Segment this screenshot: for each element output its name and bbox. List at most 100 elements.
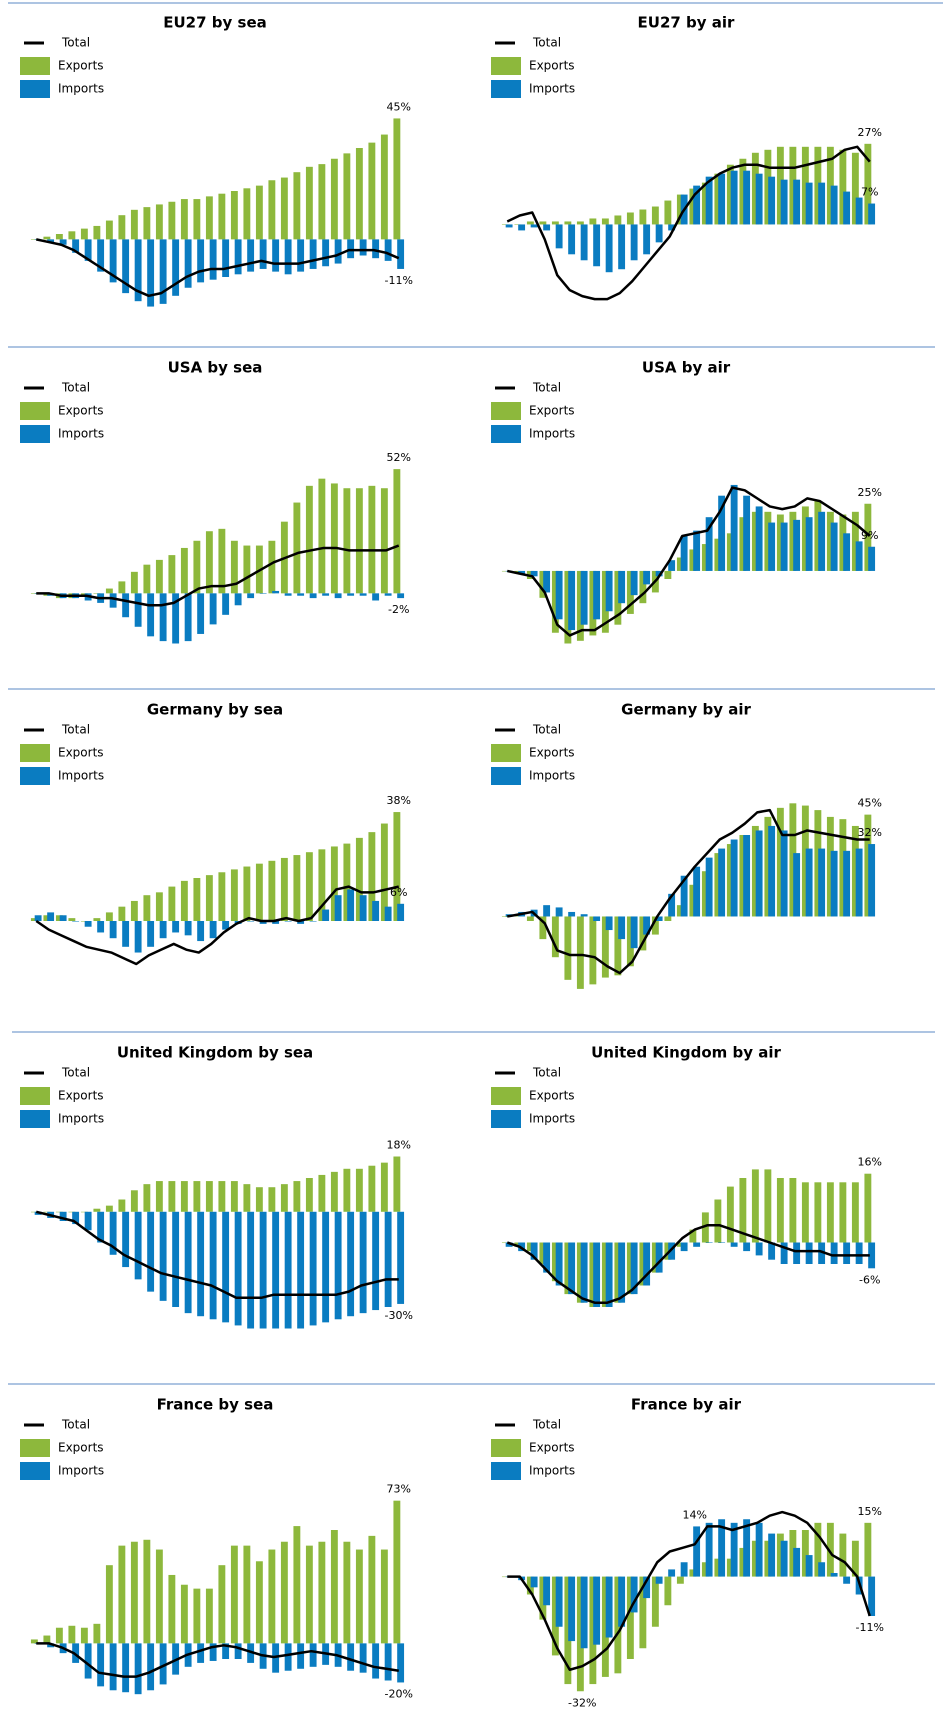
- legend-label: Imports: [58, 427, 104, 441]
- bar: [668, 893, 676, 917]
- legend-swatch: [491, 1439, 521, 1457]
- bar: [134, 1643, 142, 1695]
- bar: [309, 921, 317, 922]
- bar: [826, 1182, 834, 1243]
- bar: [209, 1643, 217, 1661]
- bar: [755, 506, 763, 571]
- bar: [576, 916, 584, 989]
- bar: [368, 142, 376, 240]
- bar: [830, 1573, 838, 1577]
- bar: [614, 215, 622, 225]
- bar: [780, 522, 788, 571]
- bar: [359, 239, 367, 256]
- bar: [539, 1242, 547, 1264]
- bar: [55, 915, 63, 921]
- bar: [347, 889, 355, 921]
- bar: [839, 149, 847, 225]
- legend-swatch: [20, 1087, 50, 1105]
- bar: [280, 1184, 288, 1212]
- bar: [234, 239, 242, 275]
- bar: [130, 571, 138, 594]
- bar: [155, 1549, 163, 1644]
- total-line: [506, 486, 871, 637]
- bar: [843, 850, 851, 917]
- bar: [255, 1561, 263, 1644]
- bar: [268, 180, 276, 240]
- legend-label: Exports: [58, 746, 104, 760]
- bar: [322, 593, 330, 596]
- bar: [68, 1625, 76, 1644]
- bar: [209, 239, 217, 280]
- bar: [580, 570, 588, 625]
- bar: [205, 1181, 213, 1212]
- bar: [330, 1530, 338, 1644]
- bar: [551, 570, 559, 633]
- bar: [701, 1562, 709, 1577]
- bar: [159, 921, 167, 939]
- bar: [284, 1643, 292, 1671]
- bar: [826, 816, 834, 917]
- bar: [601, 1242, 609, 1307]
- bar: [297, 1643, 305, 1669]
- bar: [55, 234, 63, 240]
- bar: [105, 220, 113, 240]
- bar: [564, 1242, 572, 1295]
- bar: [55, 1627, 63, 1644]
- bar: [218, 528, 226, 594]
- data-label: 6%: [390, 886, 407, 899]
- data-label: 18%: [387, 1139, 411, 1152]
- bar: [839, 1182, 847, 1243]
- bar: [309, 239, 317, 269]
- bar: [768, 825, 776, 917]
- bar: [380, 488, 388, 594]
- bar: [30, 239, 38, 240]
- bar: [143, 564, 151, 594]
- bar: [380, 1549, 388, 1644]
- bar: [851, 152, 859, 225]
- bar: [751, 1540, 759, 1577]
- bar: [180, 199, 188, 240]
- bar: [705, 176, 713, 225]
- bar: [814, 146, 822, 225]
- bar: [868, 844, 876, 917]
- bar: [343, 153, 351, 240]
- bar: [118, 906, 126, 921]
- bar: [393, 118, 401, 240]
- bar: [43, 236, 51, 240]
- bar: [368, 485, 376, 594]
- bar: [143, 1184, 151, 1212]
- bar: [651, 206, 659, 225]
- legend-swatch: [20, 1439, 50, 1457]
- bar: [689, 1569, 697, 1577]
- bar: [205, 1588, 213, 1644]
- bar: [59, 915, 67, 921]
- bar: [159, 593, 167, 642]
- bar: [47, 1643, 55, 1648]
- bar: [664, 1576, 672, 1606]
- bar: [272, 239, 280, 272]
- bar: [801, 1182, 809, 1243]
- bar: [105, 1565, 113, 1644]
- bar: [855, 197, 863, 225]
- bar: [826, 511, 834, 571]
- bar: [397, 1643, 405, 1683]
- bar: [530, 570, 538, 577]
- bar: [330, 846, 338, 921]
- bar: [693, 185, 701, 225]
- bar: [501, 224, 509, 225]
- bar: [205, 196, 213, 240]
- bar: [643, 1576, 651, 1599]
- bar: [514, 1242, 522, 1247]
- bar: [180, 880, 188, 921]
- chart-title: EU27 by sea: [163, 14, 266, 32]
- bar: [222, 1211, 230, 1323]
- bar: [209, 921, 217, 939]
- bar: [518, 224, 526, 231]
- bar: [630, 224, 638, 261]
- bar: [664, 916, 672, 921]
- bar: [268, 540, 276, 594]
- bar: [243, 1545, 251, 1644]
- bar: [130, 900, 138, 921]
- chart-title: Germany by air: [621, 701, 751, 719]
- total-line: [36, 544, 400, 607]
